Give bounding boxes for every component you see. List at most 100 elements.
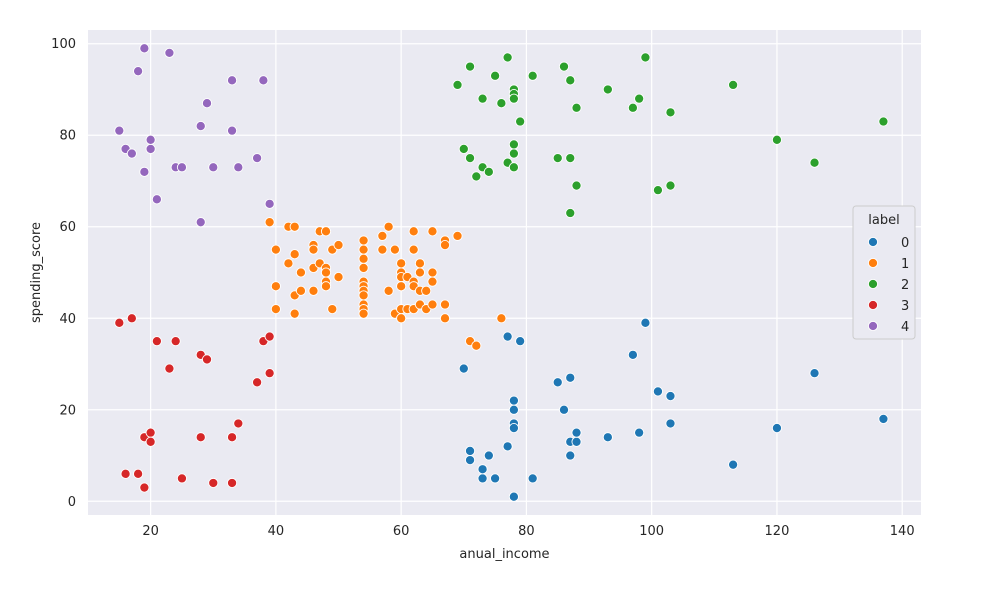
data-point-label-2	[809, 157, 820, 168]
data-point-label-1	[396, 281, 407, 292]
data-point-label-1	[289, 249, 300, 260]
data-point-label-1	[383, 285, 394, 296]
data-point-label-2	[627, 102, 638, 113]
data-point-label-2	[458, 143, 469, 155]
data-point-label-3	[126, 313, 137, 324]
data-point-label-1	[308, 285, 319, 296]
data-point-label-4	[201, 98, 213, 109]
data-point-label-2	[602, 84, 613, 95]
data-point-label-2	[490, 70, 501, 81]
data-point-label-0	[552, 377, 563, 388]
data-point-label-0	[465, 445, 476, 456]
data-point-label-1	[358, 235, 369, 246]
data-point-label-2	[508, 162, 519, 173]
data-point-label-0	[634, 427, 645, 438]
data-point-label-2	[771, 134, 782, 145]
data-point-label-2	[515, 116, 526, 127]
data-point-label-3	[176, 473, 187, 484]
data-point-label-2	[465, 153, 476, 164]
data-point-label-3	[233, 418, 244, 429]
y-tick-label: 100	[51, 37, 76, 52]
data-point-label-0	[665, 418, 676, 429]
y-tick-label: 80	[59, 129, 76, 144]
data-point-label-0	[771, 423, 782, 434]
data-point-label-2	[471, 171, 482, 182]
data-point-label-1	[396, 258, 407, 269]
data-point-label-3	[145, 427, 156, 438]
data-point-label-1	[358, 308, 369, 319]
data-point-label-3	[195, 432, 206, 443]
x-tick-label: 100	[639, 524, 664, 539]
data-point-label-1	[333, 272, 344, 283]
data-point-label-2	[571, 180, 582, 191]
data-point-label-2	[508, 148, 519, 159]
x-axis-label: anual_income	[459, 547, 549, 562]
data-point-label-2	[552, 153, 563, 164]
data-point-label-2	[634, 93, 645, 104]
data-point-label-1	[270, 304, 281, 315]
data-point-label-2	[571, 102, 582, 113]
legend-marker-2	[867, 278, 879, 290]
data-point-label-2	[565, 153, 576, 164]
data-point-label-3	[208, 477, 219, 489]
data-point-label-0	[565, 450, 576, 461]
data-point-label-1	[496, 313, 507, 324]
x-tick-label: 80	[518, 524, 535, 539]
data-point-label-4	[227, 75, 238, 86]
data-point-label-0	[571, 436, 582, 447]
data-point-label-0	[565, 372, 576, 383]
data-point-label-1	[471, 340, 482, 351]
y-tick-label: 0	[68, 495, 76, 510]
data-point-label-1	[396, 313, 407, 324]
data-point-label-1	[377, 244, 388, 255]
data-point-label-3	[252, 377, 263, 388]
data-point-label-0	[809, 368, 820, 379]
data-point-label-3	[264, 331, 275, 342]
data-point-label-1	[439, 299, 451, 310]
data-point-label-2	[483, 166, 494, 177]
data-point-label-0	[527, 473, 538, 484]
x-tick-label: 60	[393, 524, 410, 539]
data-point-label-4	[195, 217, 206, 228]
data-point-label-1	[377, 230, 388, 241]
y-axis-label: spending_score	[29, 222, 44, 323]
data-point-label-2	[502, 52, 513, 63]
data-point-label-1	[452, 230, 463, 241]
legend-label-0: 0	[901, 236, 909, 251]
data-point-label-0	[508, 423, 519, 434]
data-point-label-1	[439, 313, 451, 324]
data-point-label-3	[164, 363, 175, 374]
data-point-label-1	[421, 285, 432, 296]
data-point-label-3	[227, 432, 238, 443]
data-point-label-0	[665, 390, 676, 402]
data-point-label-4	[139, 43, 150, 54]
x-tick-label: 40	[268, 524, 285, 539]
data-point-label-4	[133, 66, 144, 77]
data-point-label-2	[665, 107, 676, 118]
data-point-label-4	[139, 166, 150, 177]
legend-label-3: 3	[901, 299, 909, 314]
data-point-label-1	[408, 244, 419, 255]
data-point-label-4	[264, 198, 275, 209]
x-tick-label: 20	[142, 524, 159, 539]
legend-marker-0	[867, 236, 879, 248]
data-point-label-1	[358, 290, 369, 301]
data-point-label-2	[665, 180, 676, 191]
data-point-label-1	[427, 267, 438, 278]
data-point-label-4	[176, 162, 187, 173]
data-point-label-1	[320, 281, 332, 292]
data-point-label-0	[515, 336, 526, 347]
data-point-label-0	[728, 459, 739, 470]
data-point-label-0	[490, 473, 501, 484]
data-point-label-1	[358, 262, 369, 273]
data-point-label-1	[320, 226, 332, 237]
data-point-label-1	[408, 226, 419, 237]
legend-marker-4	[867, 320, 879, 332]
legend: label 0 1 2 3 4	[852, 205, 916, 340]
y-tick-label: 20	[59, 403, 76, 418]
data-point-label-2	[465, 61, 476, 72]
data-point-label-1	[283, 258, 294, 269]
data-point-label-0	[477, 464, 488, 475]
